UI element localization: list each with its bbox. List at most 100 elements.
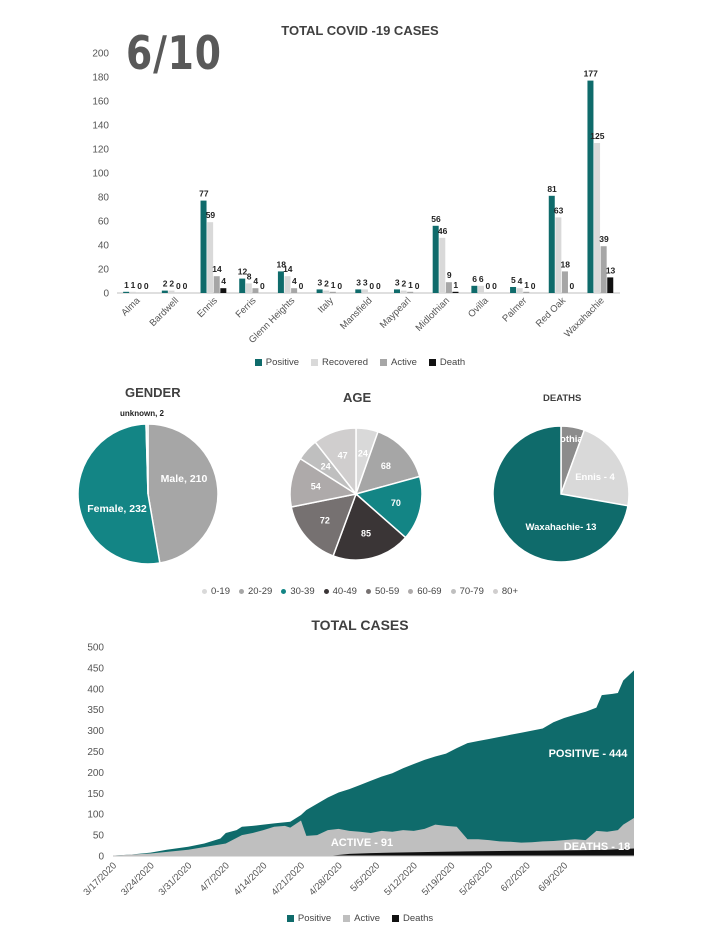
bar <box>555 217 562 293</box>
y-tick-label: 150 <box>87 789 104 800</box>
legend-item: Positive <box>286 913 332 924</box>
bar-value-label: 3 <box>356 277 361 287</box>
bar-value-label: 3 <box>318 277 323 287</box>
bar <box>129 291 136 293</box>
bar-value-label: 0 <box>531 281 536 291</box>
bar <box>323 290 330 293</box>
bar-value-label: 59 <box>206 210 216 220</box>
bar-value-label: 4 <box>253 276 258 286</box>
y-tick-label: 0 <box>103 289 109 300</box>
bar-value-label: 0 <box>492 281 497 291</box>
bar <box>561 271 568 293</box>
bar <box>207 222 214 293</box>
age-chart-legend: 0-19 20-29 30-39 40-49 50-59 60-69 70-79 80+ <box>0 586 720 597</box>
y-tick-label: 200 <box>87 768 104 779</box>
pie-slice <box>559 429 630 507</box>
pie-slice <box>492 425 629 563</box>
bar-value-label: 4 <box>518 276 523 286</box>
legend-swatch <box>492 589 498 594</box>
bar-value-label: 0 <box>299 281 304 291</box>
pie-slice <box>290 493 358 557</box>
pie-slice <box>354 475 423 539</box>
bar-value-label: 0 <box>144 281 149 291</box>
bar-value-label: 3 <box>395 277 400 287</box>
legend-label: 0-19 <box>210 586 230 597</box>
bar <box>245 283 252 293</box>
legend-label: 80+ <box>501 586 518 597</box>
date-label: 6/10 <box>126 26 222 80</box>
y-tick-label: 20 <box>98 265 110 276</box>
bar <box>587 80 594 293</box>
positive-annotation: POSITIVE - 444 <box>549 748 629 760</box>
x-tick-label: Waxahachie <box>562 295 607 340</box>
bar <box>548 195 555 293</box>
legend-label: Positive <box>297 913 332 924</box>
bar <box>452 291 459 293</box>
legend-item: 0-19 <box>201 586 230 597</box>
pie-charts: Male, 210 Female, 232 unknown, 2 24 68 70 85 72… <box>77 409 630 565</box>
bar-value-label: 39 <box>599 234 609 244</box>
bar-value-label: 177 <box>584 69 598 79</box>
bar-value-label: 63 <box>554 205 564 215</box>
bar-value-label: 1 <box>131 280 136 290</box>
bar <box>355 289 362 293</box>
bar <box>477 285 484 293</box>
legend-swatch <box>392 915 400 922</box>
bar <box>277 271 284 293</box>
pie-label: 47 <box>338 450 348 460</box>
bar-value-label: 18 <box>561 259 571 269</box>
legend-label: 60-69 <box>417 586 442 597</box>
bar <box>161 290 168 293</box>
bar <box>168 290 175 293</box>
bar <box>432 225 439 293</box>
legend-item: 70-79 <box>450 586 484 597</box>
x-tick-label: Alma <box>119 295 143 319</box>
y-tick-label: 40 <box>98 241 110 252</box>
bar-value-label: 14 <box>283 264 293 274</box>
x-tick-label: 4/14/2020 <box>232 860 270 898</box>
bar-value-label: 1 <box>453 280 458 290</box>
pie-label: Waxahachie- 13 <box>526 522 597 533</box>
bar <box>252 288 259 293</box>
pie-slice <box>77 423 161 565</box>
legend-item: 60-69 <box>408 586 442 597</box>
legend-swatch <box>408 589 414 594</box>
legend-item: Active <box>379 357 417 368</box>
bar-value-label: 2 <box>402 279 407 289</box>
bar <box>316 289 323 293</box>
pie-label: Ennis - 4 <box>575 472 615 483</box>
bar-value-label: 77 <box>199 189 209 199</box>
legend-item: 80+ <box>492 586 518 597</box>
x-tick-label: 5/19/2020 <box>420 860 458 898</box>
bar-value-label: 6 <box>472 274 477 284</box>
y-tick-label: 300 <box>87 726 104 737</box>
x-tick-label: Mansfield <box>338 295 375 332</box>
bar-value-label: 9 <box>447 270 452 280</box>
legend-swatch <box>450 589 456 594</box>
bar-value-label: 1 <box>124 280 129 290</box>
y-tick-label: 100 <box>92 169 109 180</box>
bar <box>220 288 227 293</box>
x-tick-label: 6/2/2020 <box>499 860 533 894</box>
pie-label: Female, 232 <box>87 503 147 515</box>
bar-value-label: 46 <box>438 226 448 236</box>
bar-value-label: 0 <box>260 281 265 291</box>
x-tick-label: Ferris <box>234 295 259 320</box>
y-tick-label: 450 <box>87 663 104 674</box>
x-tick-label: Bardwell <box>148 295 182 329</box>
x-tick-label: Red Oak <box>534 295 568 329</box>
active-annotation: ACTIVE - 91 <box>331 837 393 849</box>
bar <box>329 291 336 293</box>
pie-slice <box>145 423 149 495</box>
legend-item: 20-29 <box>239 586 272 597</box>
bar-value-label: 1 <box>524 280 529 290</box>
bar-value-label: 8 <box>247 271 252 281</box>
bar-value-label: 0 <box>376 281 381 291</box>
bar-value-label: 0 <box>415 281 420 291</box>
bar <box>213 276 220 293</box>
bar-value-label: 1 <box>408 280 413 290</box>
legend-swatch <box>311 359 319 366</box>
legend-swatch <box>254 359 262 366</box>
pie-label: 68 <box>381 461 391 471</box>
